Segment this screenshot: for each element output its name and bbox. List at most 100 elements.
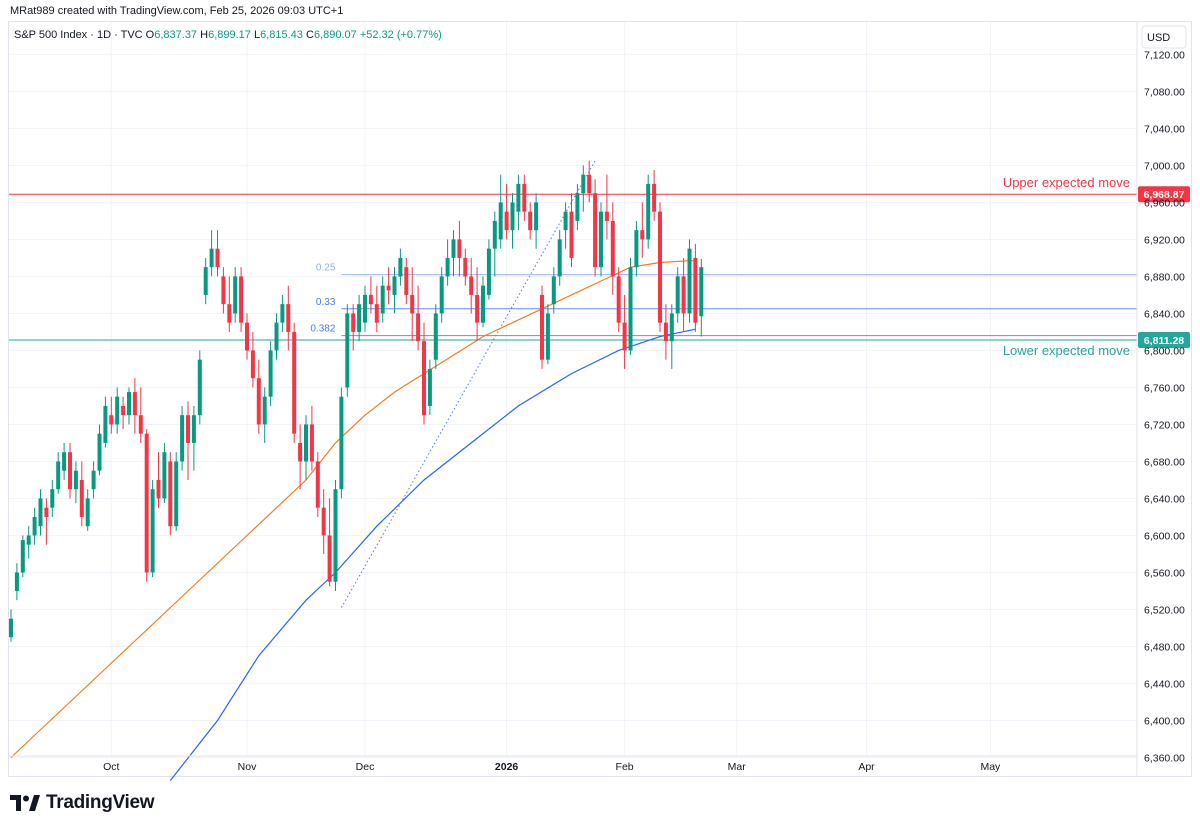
candle	[121, 396, 126, 430]
candle-body	[68, 452, 72, 490]
candle	[156, 452, 161, 508]
tradingview-logo[interactable]: TradingView	[10, 792, 155, 814]
candle	[239, 267, 244, 332]
candle	[587, 160, 592, 203]
candle	[392, 267, 397, 314]
candle-body	[410, 294, 415, 314]
candle	[268, 341, 273, 406]
candle-body	[209, 248, 214, 268]
price-tick-label: 7,040.00	[1144, 123, 1185, 135]
candle-body	[156, 479, 161, 499]
candle	[44, 498, 49, 545]
candle	[622, 294, 627, 369]
price-tick-label: 6,880.00	[1144, 271, 1185, 283]
candle-body	[56, 461, 61, 490]
candle	[445, 239, 450, 286]
candle-body	[404, 267, 409, 295]
candle	[292, 322, 297, 443]
candle	[616, 267, 621, 332]
candle	[534, 193, 539, 249]
candle-body	[563, 211, 568, 231]
candle-body	[416, 313, 421, 342]
candle	[398, 248, 403, 286]
candle	[522, 174, 527, 221]
candle	[528, 202, 533, 240]
candle	[433, 304, 438, 369]
candle	[368, 276, 373, 314]
candle	[510, 193, 515, 249]
candle	[516, 174, 521, 231]
candle	[628, 257, 633, 356]
candle-body	[534, 202, 539, 231]
currency-box[interactable]	[1141, 25, 1187, 49]
candle	[127, 387, 131, 425]
candle-body	[374, 304, 379, 323]
candle-body	[587, 174, 592, 194]
candle	[50, 479, 55, 517]
candle-body	[73, 470, 78, 490]
candle-body	[250, 350, 255, 379]
candle	[109, 396, 114, 434]
lower-expected-move-label: Lower expected move	[1003, 343, 1130, 358]
candle-body	[150, 489, 155, 573]
change-value: +52.32 (+0.77%)	[359, 29, 442, 41]
candle	[38, 489, 43, 536]
candle	[669, 304, 674, 369]
candle-body	[191, 415, 196, 443]
candle-body	[469, 276, 474, 295]
ma-fast-line	[10, 260, 696, 758]
candle-body	[315, 461, 320, 508]
candle	[144, 429, 149, 582]
time-tick-label: Oct	[103, 761, 119, 773]
candle-body	[180, 415, 185, 462]
candle-body	[439, 276, 444, 314]
candle-body	[333, 489, 338, 582]
candle	[475, 267, 480, 342]
chart-frame[interactable]	[8, 21, 1192, 777]
candle-body	[681, 276, 686, 314]
candle	[20, 535, 25, 578]
price-tick-label: 6,720.00	[1144, 419, 1185, 431]
candle-body	[221, 276, 226, 305]
candle	[599, 202, 603, 277]
price-tick-label: 6,600.00	[1144, 530, 1185, 542]
candle	[681, 257, 686, 332]
candle-body	[115, 396, 120, 425]
candle	[404, 257, 409, 305]
candle-body	[551, 276, 556, 305]
close-label: C	[305, 29, 314, 41]
ma-slow-line	[169, 328, 696, 781]
candle-body	[262, 396, 267, 425]
candle-body	[144, 433, 149, 573]
candle-body	[504, 211, 509, 231]
candle-body	[345, 313, 350, 388]
candle	[652, 170, 657, 221]
price-tick-label: 7,120.00	[1144, 49, 1185, 61]
candle	[675, 267, 680, 323]
candle-body	[138, 415, 143, 434]
candle	[103, 396, 108, 448]
open-label: O	[145, 29, 155, 41]
price-tick-label: 6,680.00	[1144, 456, 1185, 468]
candle	[498, 174, 503, 249]
candle-body	[239, 276, 244, 323]
candle	[138, 387, 143, 443]
candle	[351, 304, 356, 351]
candle-body	[268, 350, 273, 397]
candle-body	[26, 535, 31, 545]
upper-expected-move-label: Upper expected move	[1003, 175, 1130, 190]
candle-body	[516, 183, 521, 212]
candle	[262, 387, 267, 443]
candle-body	[616, 276, 621, 323]
candle	[581, 165, 586, 212]
candle	[410, 267, 415, 342]
candle-body	[640, 230, 645, 240]
candle-body	[298, 442, 303, 462]
candle-body	[581, 174, 586, 194]
candle	[457, 220, 462, 277]
candle-body	[132, 392, 137, 416]
price-tick-label: 6,560.00	[1144, 567, 1185, 579]
annotations: 0.25 0.33 0.382 Upper expected move Lower ex…	[310, 175, 1190, 358]
high-value: 6,899.17	[208, 29, 251, 41]
